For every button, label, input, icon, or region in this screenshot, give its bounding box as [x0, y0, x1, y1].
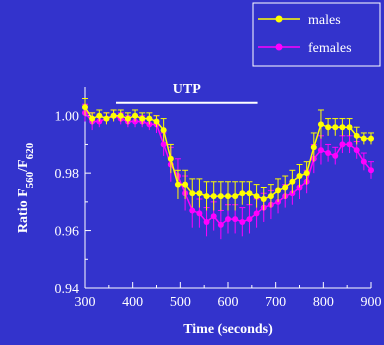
legend-label-males: males [308, 13, 341, 28]
data-point-males [368, 135, 374, 142]
data-point-females [196, 210, 203, 217]
data-point-females [360, 158, 367, 165]
data-point-males [96, 112, 103, 119]
data-point-females [225, 216, 231, 223]
data-point-males [275, 187, 282, 194]
y-axis-title-sub1: 560 [24, 171, 36, 188]
x-tick-label: 300 [75, 295, 96, 310]
data-point-males [282, 184, 289, 191]
data-point-males [239, 190, 246, 197]
x-tick-label: 600 [218, 295, 239, 310]
data-point-males [246, 190, 253, 197]
data-point-males [217, 193, 224, 200]
data-point-males [225, 193, 231, 200]
data-point-females [232, 216, 239, 223]
data-point-females [189, 207, 196, 214]
data-point-males [232, 193, 239, 200]
data-point-males [253, 193, 260, 200]
data-point-females [332, 152, 339, 159]
y-tick-label: 0.94 [55, 282, 80, 297]
legend-label-females: females [308, 41, 352, 56]
data-point-females [217, 221, 224, 228]
utp-label: UTP [173, 82, 201, 97]
legend: males females [252, 2, 381, 67]
data-point-males [89, 115, 96, 122]
y-axis-title-main: Ratio F [16, 188, 31, 233]
x-tick-label: 500 [170, 295, 191, 310]
data-point-males [325, 124, 332, 131]
data-point-males [303, 170, 310, 177]
data-point-males [124, 115, 131, 122]
data-point-females [353, 147, 360, 154]
data-point-males [103, 115, 110, 122]
data-point-males [260, 195, 267, 202]
data-point-males [296, 173, 303, 180]
legend-box [252, 2, 381, 67]
plot-area: 0.94 0.96 0.98 1.00 300 400 500 600 700 800 900 [55, 87, 382, 310]
y-tick-label: 0.96 [55, 225, 80, 240]
data-point-males [132, 112, 139, 119]
data-point-males [339, 124, 346, 131]
x-tick-label: 900 [361, 295, 382, 310]
data-point-males [174, 181, 181, 188]
data-point-females [317, 147, 324, 154]
data-point-females [246, 216, 253, 223]
data-point-males [210, 193, 217, 200]
x-tick-label: 700 [265, 295, 286, 310]
data-point-males [360, 135, 367, 142]
data-point-females [339, 141, 346, 148]
data-point-males [196, 190, 203, 197]
data-point-females [210, 213, 217, 220]
x-axis-title: Time (seconds) [183, 322, 273, 337]
data-point-males [153, 118, 160, 125]
data-point-males [167, 155, 174, 162]
legend-marker-females [275, 43, 283, 51]
data-point-males [289, 178, 296, 185]
x-tick-label: 400 [122, 295, 143, 310]
x-tick-label: 800 [313, 295, 334, 310]
data-point-males [267, 193, 274, 200]
y-tick-label: 0.98 [55, 167, 80, 182]
data-point-males [82, 104, 88, 111]
data-point-females [239, 218, 246, 225]
y-axis-title: Ratio F560/F620 [16, 142, 36, 233]
data-point-females [253, 210, 260, 217]
y-axis-title-sep: /F [16, 159, 31, 172]
data-point-females [368, 167, 374, 174]
data-point-males [317, 121, 324, 128]
data-point-males [117, 112, 124, 119]
data-point-males [139, 115, 146, 122]
y-axis-title-sub2: 620 [24, 142, 36, 159]
data-point-males [346, 124, 353, 131]
y-tick-label: 1.00 [55, 110, 80, 125]
data-point-males [146, 115, 153, 122]
legend-marker-males [275, 15, 283, 23]
data-point-males [353, 132, 360, 139]
data-point-males [332, 124, 339, 131]
data-point-males [110, 112, 117, 119]
data-point-males [160, 127, 167, 134]
data-point-males [182, 181, 189, 188]
data-point-males [310, 144, 317, 151]
data-point-females [325, 150, 332, 157]
data-point-males [189, 190, 196, 197]
data-point-males [203, 193, 210, 200]
data-point-females [160, 141, 167, 148]
data-point-females [346, 141, 353, 148]
data-point-females [203, 218, 210, 225]
